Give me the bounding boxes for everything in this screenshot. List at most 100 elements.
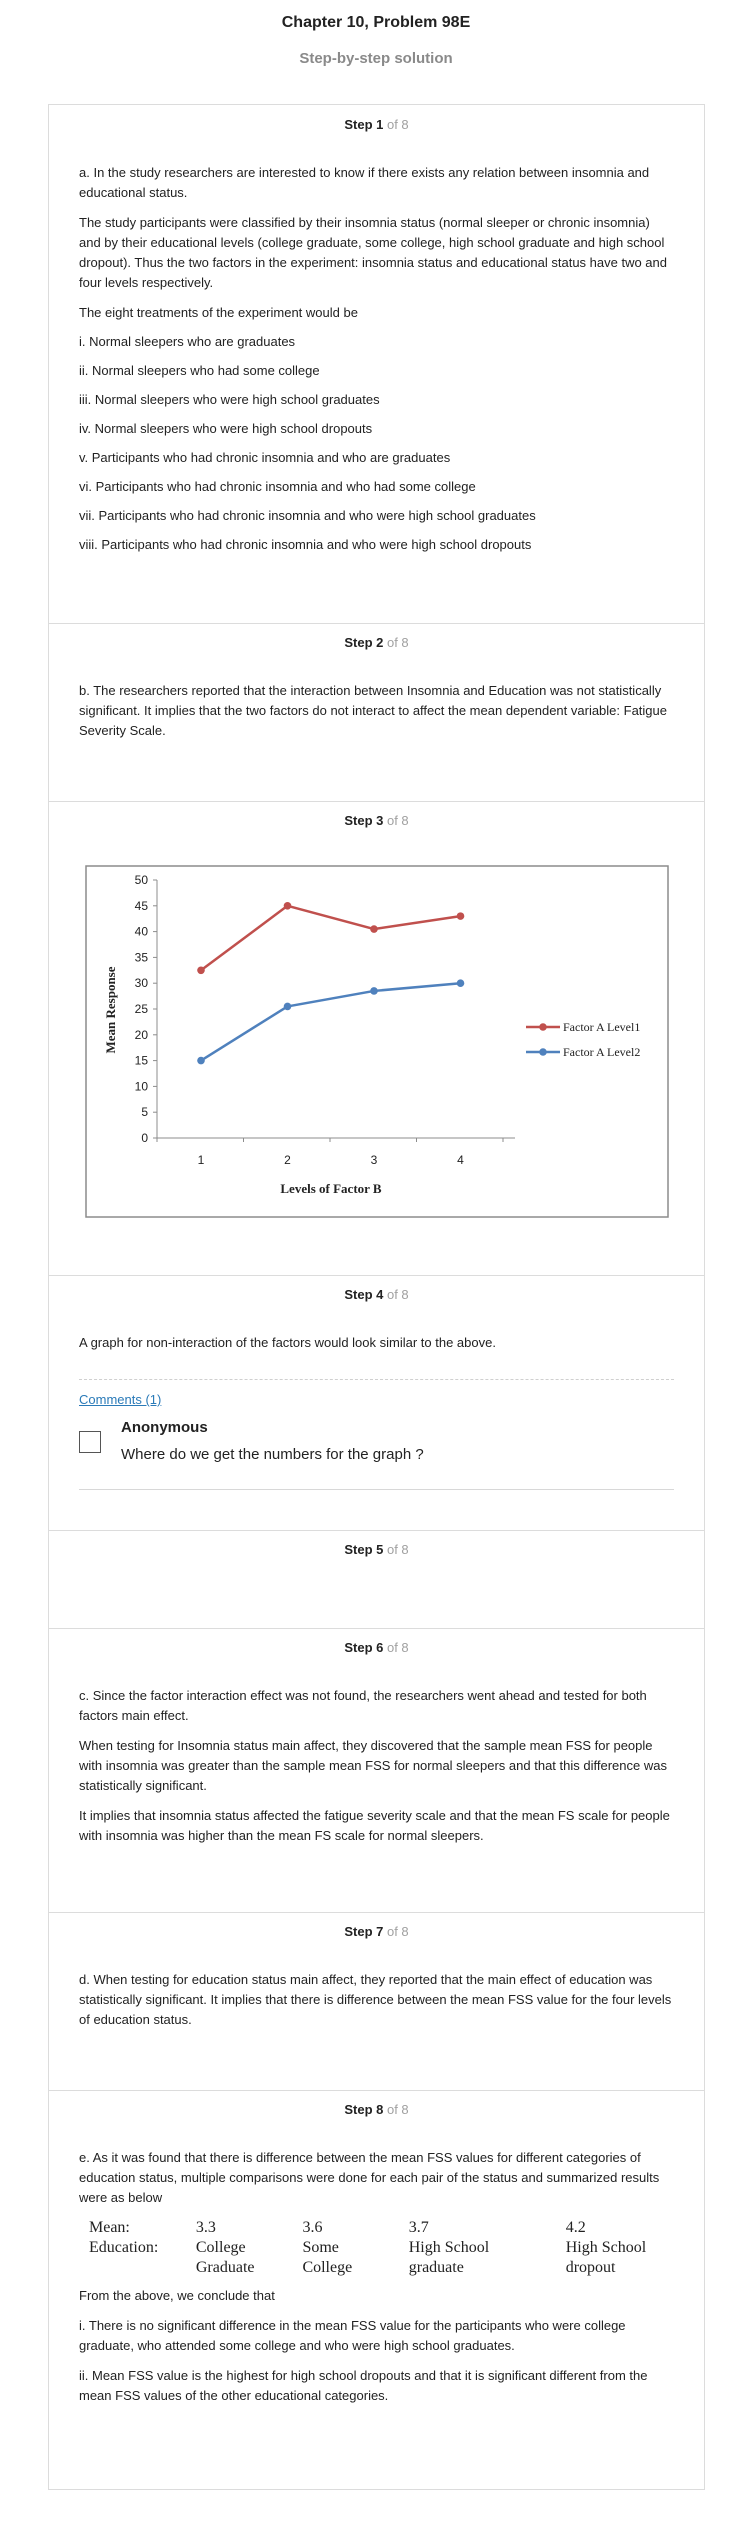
step-6-heading: Step 6 of 8 bbox=[49, 1628, 704, 1655]
step-label: Step 3 bbox=[344, 813, 384, 828]
table-cell: Education: bbox=[89, 2239, 159, 2256]
step-4: Step 4 of 8 A graph for non-interaction … bbox=[49, 1275, 704, 1531]
x-tick-label: 1 bbox=[198, 1153, 205, 1167]
data-point bbox=[370, 925, 378, 933]
step-2-heading: Step 2 of 8 bbox=[49, 623, 704, 650]
y-axis-label: Mean Response bbox=[103, 966, 118, 1053]
paragraph: d. When testing for education status mai… bbox=[79, 1972, 672, 2027]
series-line-2 bbox=[200, 981, 461, 1062]
y-axis: 0 5 10 15 20 25 30 35 40 45 50 bbox=[135, 873, 158, 1145]
list-item: iv. Normal sleepers who were high school… bbox=[79, 421, 373, 436]
step-of: of 8 bbox=[383, 117, 409, 132]
cell-line: dropout bbox=[565, 2259, 616, 2276]
x-axis-label: Levels of Factor B bbox=[280, 1181, 382, 1196]
cell-line: Graduate bbox=[195, 2259, 255, 2276]
step-8: Step 8 of 8 e. As it was found that ther… bbox=[49, 2090, 704, 2489]
paragraph: The eight treatments of the experiment w… bbox=[79, 305, 358, 320]
cell-line: High School bbox=[408, 2239, 490, 2256]
divider bbox=[79, 1379, 674, 1380]
paragraph: a. In the study researchers are interest… bbox=[79, 165, 650, 200]
step-2: Step 2 of 8 b. The researchers reported … bbox=[49, 623, 704, 802]
step-7-heading: Step 7 of 8 bbox=[49, 1912, 704, 1939]
paragraph: From the above, we conclude that bbox=[79, 2288, 275, 2303]
table-cell: 3.3 bbox=[195, 2219, 216, 2236]
data-point bbox=[197, 1056, 205, 1065]
legend-swatch-marker bbox=[539, 1023, 547, 1031]
x-tick-label: 4 bbox=[457, 1153, 464, 1167]
table-cell: Mean: bbox=[89, 2219, 130, 2236]
step-7: Step 7 of 8 d. When testing for educatio… bbox=[49, 1912, 704, 2091]
step-8-heading: Step 8 of 8 bbox=[49, 2090, 704, 2117]
table-row: Mean: 3.3 3.6 3.7 4.2 bbox=[89, 2218, 674, 2238]
data-point bbox=[456, 979, 465, 987]
y-tick-label: 5 bbox=[141, 1105, 148, 1119]
step-of: of 8 bbox=[383, 1924, 409, 1939]
comments-link[interactable]: Comments (1) bbox=[79, 1392, 162, 1407]
table-cell: High School dropout bbox=[566, 2238, 674, 2278]
data-point bbox=[283, 902, 292, 910]
paragraph: b. The researchers reported that the int… bbox=[79, 683, 667, 738]
step-5-heading: Step 5 of 8 bbox=[49, 1530, 704, 1557]
cell-line: graduate bbox=[408, 2259, 464, 2276]
x-axis: 1 2 3 4 bbox=[156, 1137, 515, 1167]
step-label: Step 1 bbox=[344, 117, 384, 132]
step-label: Step 2 bbox=[344, 635, 384, 650]
x-tick-label: 2 bbox=[284, 1153, 291, 1167]
solution-container: Step 1 of 8 a. In the study researchers … bbox=[48, 104, 705, 2490]
y-tick-label: 25 bbox=[135, 1002, 149, 1016]
cell-line: Some bbox=[302, 2239, 339, 2256]
step-label: Step 5 bbox=[344, 1542, 384, 1557]
step-label: Step 7 bbox=[344, 1924, 384, 1939]
step-4-heading: Step 4 of 8 bbox=[49, 1275, 704, 1302]
data-point bbox=[456, 912, 465, 920]
paragraph: c. Since the factor interaction effect w… bbox=[79, 1688, 647, 1723]
table-cell: 3.7 bbox=[408, 2219, 429, 2236]
step-label: Step 4 bbox=[344, 1287, 384, 1302]
page-subtitle: Step-by-step solution bbox=[299, 50, 453, 67]
list-item: vii. Participants who had chronic insomn… bbox=[79, 508, 536, 523]
comment-checkbox[interactable] bbox=[79, 1431, 101, 1453]
cell-line: College bbox=[195, 2239, 246, 2256]
step-1-heading: Step 1 of 8 bbox=[49, 105, 704, 132]
education-means-table: Mean: 3.3 3.6 3.7 4.2 Education: College… bbox=[89, 2218, 674, 2278]
legend-swatch-marker bbox=[539, 1048, 547, 1056]
list-item: i. Normal sleepers who are graduates bbox=[79, 334, 296, 349]
step-6: Step 6 of 8 c. Since the factor interact… bbox=[49, 1628, 704, 1913]
divider bbox=[79, 1489, 674, 1490]
step-of: of 8 bbox=[383, 2102, 409, 2117]
step-of: of 8 bbox=[383, 1640, 409, 1655]
step-3: Step 3 of 8 0 5 10 15 20 25 30 35 40 45 50 1 2 3 4 Fa… bbox=[49, 801, 704, 1276]
legend: Factor A Level1 Factor A Level2 bbox=[526, 1020, 640, 1059]
paragraph: The study participants were classified b… bbox=[79, 215, 667, 290]
y-tick-label: 50 bbox=[135, 873, 149, 887]
y-tick-label: 35 bbox=[135, 950, 149, 964]
table-cell: 3.6 bbox=[302, 2219, 323, 2236]
paragraph: A graph for non-interaction of the facto… bbox=[79, 1335, 496, 1350]
series-line-1 bbox=[200, 904, 461, 972]
list-item: vi. Participants who had chronic insomni… bbox=[79, 479, 476, 494]
comment-text: Where do we get the numbers for the grap… bbox=[121, 1446, 424, 1463]
y-tick-label: 40 bbox=[135, 925, 149, 939]
table-cell: College Graduate bbox=[196, 2238, 303, 2278]
step-of: of 8 bbox=[383, 635, 409, 650]
list-item: v. Participants who had chronic insomnia… bbox=[79, 450, 451, 465]
table-cell: Some College bbox=[302, 2238, 408, 2278]
step-of: of 8 bbox=[383, 813, 409, 828]
paragraph: It implies that insomnia status affected… bbox=[79, 1808, 670, 1843]
cell-line: High School bbox=[565, 2239, 647, 2256]
paragraph: When testing for Insomnia status main af… bbox=[79, 1738, 667, 1793]
y-tick-label: 30 bbox=[135, 976, 149, 990]
step-label: Step 6 bbox=[344, 1640, 384, 1655]
step-8-body: e. As it was found that there is differe… bbox=[79, 2148, 674, 2415]
y-tick-label: 10 bbox=[135, 1079, 149, 1093]
table-cell: 4.2 bbox=[565, 2219, 586, 2236]
chart-frame bbox=[85, 865, 669, 1218]
page-title: Chapter 10, Problem 98E bbox=[281, 14, 471, 31]
series bbox=[197, 902, 465, 1065]
cell-line: College bbox=[302, 2259, 353, 2276]
paragraph: e. As it was found that there is differe… bbox=[79, 2150, 660, 2205]
data-point bbox=[197, 966, 205, 975]
y-tick-label: 45 bbox=[135, 899, 149, 913]
x-tick-label: 3 bbox=[371, 1153, 378, 1167]
y-tick-label: 0 bbox=[141, 1131, 148, 1145]
